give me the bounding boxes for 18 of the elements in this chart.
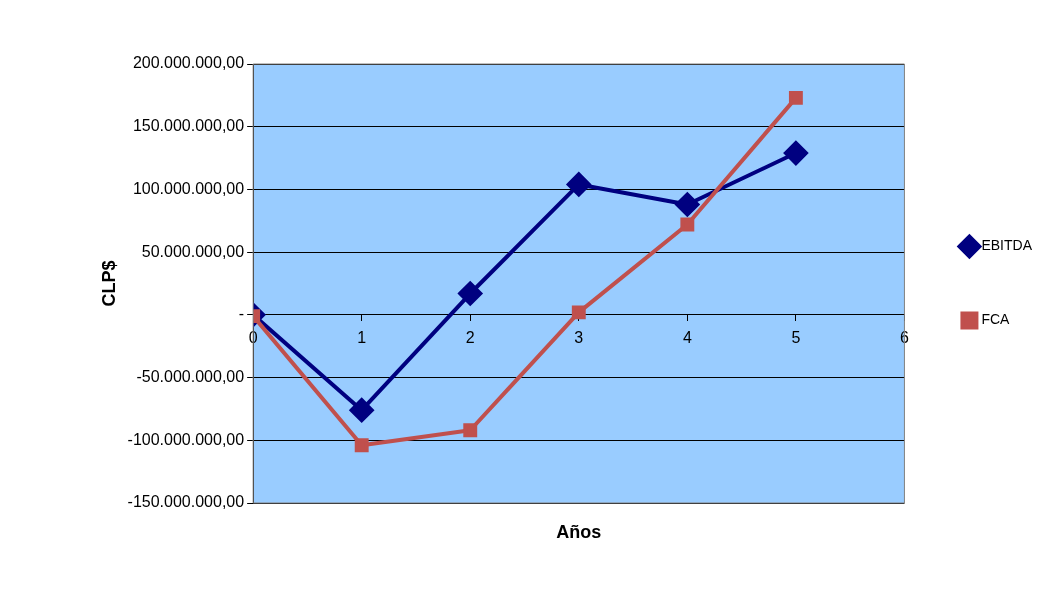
y-tick-label: -100.000.000,00 bbox=[127, 430, 245, 448]
legend-label: FCA bbox=[981, 311, 1011, 328]
x-tick-label: 6 bbox=[899, 328, 909, 346]
y-tick-label: 200.000.000,00 bbox=[132, 54, 245, 72]
y-tick-label: 150.000.000,00 bbox=[132, 117, 245, 135]
y-tick-label: 100.000.000,00 bbox=[132, 179, 245, 197]
y-tick-label: -150.000.000,00 bbox=[127, 493, 245, 511]
x-tick-label: 5 bbox=[791, 328, 801, 346]
y-tick-label: - bbox=[238, 305, 245, 323]
x-tick-label: 3 bbox=[574, 328, 584, 346]
x-tick-label: 4 bbox=[682, 328, 692, 346]
x-tick-label: 1 bbox=[357, 328, 367, 346]
x-tick-label: 2 bbox=[465, 328, 475, 346]
y-tick-label: 50.000.000,00 bbox=[141, 242, 245, 260]
legend-label: EBITDA bbox=[981, 237, 1033, 254]
x-axis-title: Años bbox=[556, 521, 602, 542]
y-tick-label: -50.000.000,00 bbox=[136, 367, 245, 385]
y-axis-title: CLP$ bbox=[98, 260, 119, 307]
